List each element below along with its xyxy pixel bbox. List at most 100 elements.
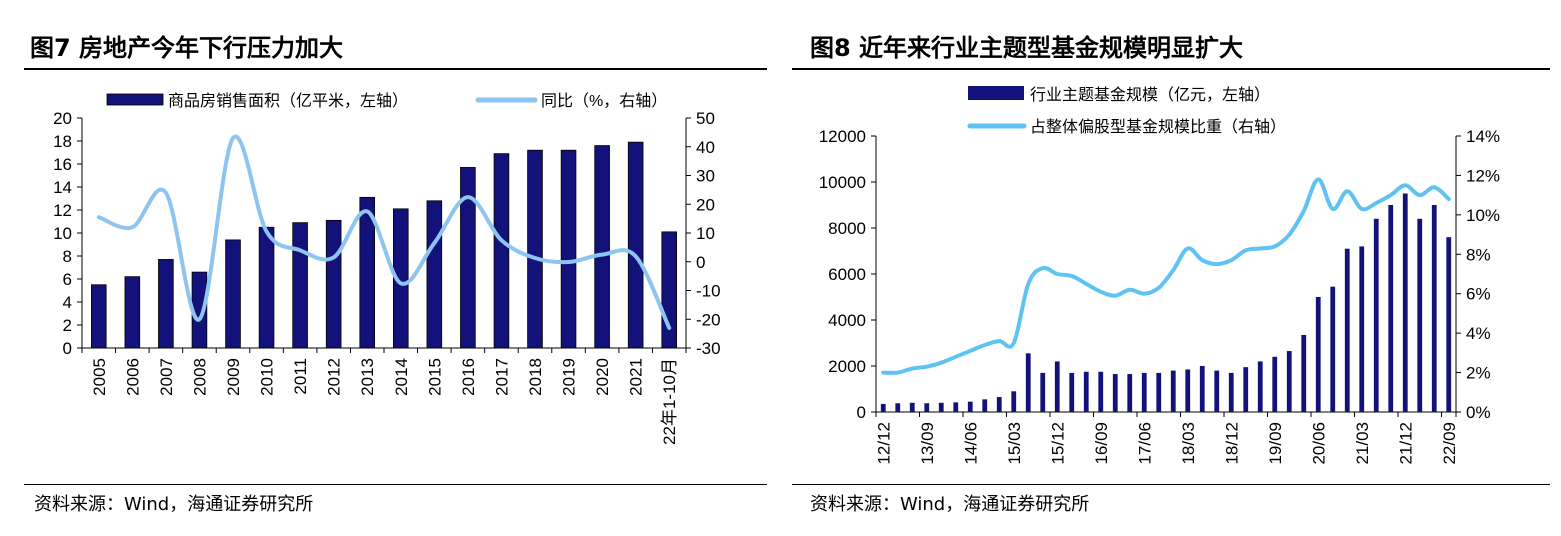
x-axis-category-label: 2017 [492, 358, 511, 396]
bar-fund-size [1417, 218, 1423, 412]
x-axis-category-label: 2009 [224, 358, 243, 396]
bar-fund-size [1156, 372, 1162, 412]
bar-sales-area [594, 145, 610, 349]
bar-fund-size [1170, 370, 1176, 412]
bar-fund-size [967, 401, 973, 412]
left-axis-tick-label: 18 [53, 132, 72, 151]
x-axis-category-label: 2005 [90, 358, 109, 396]
x-axis-category-label: 22年1-10月 [660, 358, 679, 445]
figure8-bottom-rule [792, 484, 1550, 485]
figure8-title: 图8 近年来行业主题型基金规模明显扩大 [810, 34, 1244, 62]
bar-fund-size [1228, 372, 1234, 412]
x-axis-category-label: 2020 [593, 358, 612, 396]
bar-fund-size [1446, 237, 1452, 412]
bar-fund-size [1112, 374, 1118, 412]
right-axis-tick-label: 12% [1466, 166, 1500, 185]
bar-sales-area [90, 284, 107, 349]
x-axis-category-label: 2012 [325, 358, 344, 396]
x-axis-date-label: 14/06 [961, 422, 980, 465]
x-axis-category-label: 2007 [157, 358, 176, 396]
bar-sales-area [325, 219, 342, 349]
x-axis-date-label: 12/12 [874, 422, 893, 465]
bar-fund-size [909, 402, 915, 412]
bar-fund-size [1301, 334, 1307, 412]
x-axis-category-label: 2011 [291, 358, 310, 395]
bar-sales-area [292, 222, 308, 349]
bar-fund-size [1330, 286, 1336, 412]
x-axis-date-label: 22/09 [1440, 422, 1459, 465]
bar-fund-size [1040, 372, 1046, 412]
x-axis-date-label: 21/12 [1396, 422, 1415, 465]
left-axis-tick-label: 6 [63, 270, 72, 289]
right-axis-tick-label: 20 [696, 195, 715, 214]
bar-fund-size [1344, 248, 1350, 412]
x-axis-category-label: 2019 [560, 358, 579, 396]
bar-sales-area [627, 141, 644, 349]
bar-fund-size [1199, 366, 1205, 412]
bar-fund-size [1359, 246, 1365, 412]
figure8-top-rule [792, 68, 1550, 70]
left-axis-tick-label: 12 [53, 201, 72, 220]
bar-fund-size [938, 402, 944, 412]
left-axis-tick-label: 20 [53, 109, 72, 128]
bar-sales-area [158, 259, 174, 349]
figure8-chart: 行业主题基金规模（亿元，左轴） 占整体偏股型基金规模比重（右轴） 0 2000 4000… [819, 86, 1500, 465]
bar-fund-size [880, 403, 886, 412]
right-axis-tick-label: 0% [1466, 403, 1491, 422]
legend-bar-label: 商品房销售面积（亿平米，左轴） [168, 92, 408, 110]
bar-fund-size [1257, 361, 1263, 412]
left-axis-tick-label: 0 [857, 403, 866, 422]
right-axis-tick-label: -10 [696, 282, 721, 301]
right-axis-tick-label: 4% [1466, 324, 1491, 343]
x-axis-category-label: 2006 [123, 358, 142, 396]
left-axis-tick-label: 10 [53, 224, 72, 243]
bar-fund-size [1127, 374, 1133, 412]
figure8-panel: 图8 近年来行业主题型基金规模明显扩大 行业主题基金规模（亿元，左轴） 占整体偏股… [780, 0, 1561, 536]
bar-sales-area [426, 200, 443, 349]
figure7-source: 资料来源：Wind，海通证券研究所 [34, 494, 314, 515]
left-axis-tick-label: 6000 [828, 265, 866, 284]
x-axis-category-label: 2015 [425, 358, 444, 396]
x-axis-date-label: 21/03 [1353, 422, 1372, 465]
legend-bar-swatch [106, 93, 164, 106]
x-axis-category-label: 2010 [258, 358, 277, 396]
legend-bar-swatch [968, 86, 1024, 100]
bar-sales-area [460, 167, 476, 349]
right-axis-tick-label: 50 [696, 109, 715, 128]
legend-bar-label: 行业主题基金规模（亿元，左轴） [1030, 86, 1270, 104]
left-axis-tick-label: 2 [63, 316, 72, 335]
bar-sales-area [560, 149, 577, 349]
x-axis-date-label: 20/06 [1309, 422, 1328, 465]
bar-fund-size [1098, 371, 1104, 412]
right-axis-tick-label: 2% [1466, 364, 1491, 383]
bar-sales-area [392, 208, 409, 349]
right-axis-tick-label: 8% [1466, 245, 1491, 264]
left-axis-tick-label: 16 [53, 155, 72, 174]
bar-fund-size [996, 397, 1002, 412]
x-axis-date-label: 15/12 [1048, 422, 1067, 465]
x-axis-date-label: 13/09 [918, 422, 937, 465]
x-axis-date-label: 18/03 [1179, 422, 1198, 465]
bar-fund-size [1402, 193, 1408, 412]
bar-sales-area [527, 149, 543, 349]
figure7-top-rule [24, 68, 767, 70]
bar-fund-size [1431, 205, 1437, 412]
right-axis-tick-label: 40 [696, 138, 715, 157]
right-axis-tick-label: -20 [696, 310, 721, 329]
left-axis-tick-label: 8 [63, 247, 72, 266]
right-axis-tick-label: 30 [696, 167, 715, 186]
line-yoy-growth [96, 134, 672, 330]
bar-sales-area [661, 231, 678, 349]
bar-fund-size [1373, 218, 1379, 412]
x-axis-date-label: 18/12 [1222, 422, 1241, 465]
x-axis-date-label: 15/03 [1005, 422, 1024, 465]
line-share-of-equity-funds [881, 177, 1451, 375]
bar-fund-size [1315, 297, 1321, 412]
bar-fund-size [1388, 205, 1394, 412]
bar-fund-size [1214, 370, 1220, 412]
left-axis-tick-label: 12000 [819, 127, 866, 146]
x-axis-date-label: 19/09 [1266, 422, 1285, 465]
figure8-source: 资料来源：Wind，海通证券研究所 [810, 494, 1090, 515]
x-axis-date-label: 16/09 [1092, 422, 1111, 465]
left-axis-tick-label: 2000 [828, 357, 866, 376]
